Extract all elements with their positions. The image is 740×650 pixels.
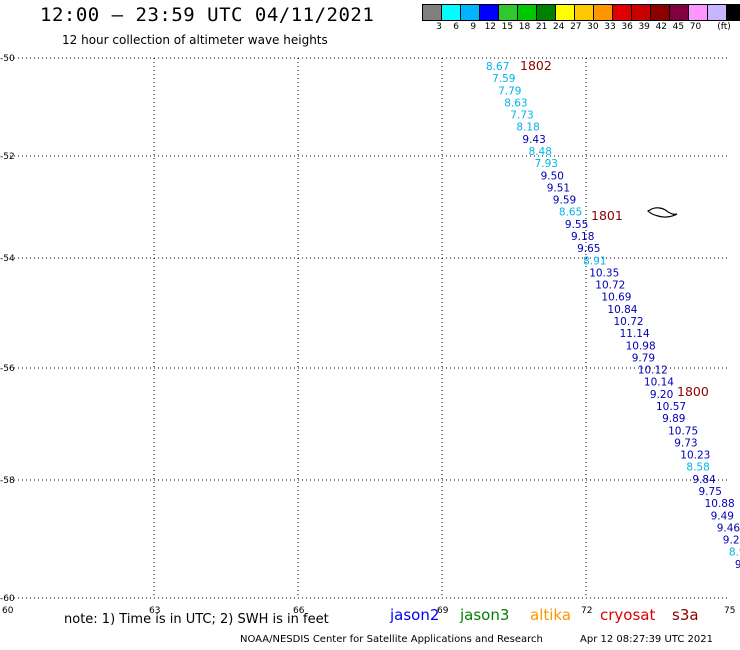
- wave-height-label: 10.23: [680, 450, 710, 462]
- wave-height-label: 10.72: [614, 316, 644, 328]
- generation-timestamp: Apr 12 08:27:39 UTC 2021: [580, 634, 713, 645]
- x-tick-label: 60: [2, 606, 14, 616]
- wave-height-label: 10.69: [601, 292, 631, 304]
- legend-label: 39: [638, 22, 650, 32]
- y-tick-label: -56: [0, 364, 15, 374]
- legend-label: 12: [484, 22, 497, 32]
- x-tick-label: 69: [437, 606, 449, 616]
- x-tick-label: 63: [149, 606, 160, 616]
- x-tick-label: 75: [724, 606, 735, 616]
- y-tick-label: -52: [0, 152, 15, 162]
- axis-ticks: -50 -52 -54 -56 -58 -60 60 63 66 69 72 75: [0, 54, 735, 616]
- legend-label: 18: [518, 22, 531, 32]
- wave-height-label: 9.43: [522, 134, 545, 146]
- wave-height-label: 8.91: [583, 255, 606, 267]
- satellite-name: jason3: [460, 606, 510, 624]
- legend-label: 3: [436, 22, 442, 32]
- island-coastline: [646, 207, 678, 218]
- footer: NOAA/NESDIS Center for Satellite Applica…: [240, 634, 713, 645]
- map-grid: [10, 57, 730, 599]
- wave-height-label: 10.35: [589, 267, 619, 279]
- wave-height-label: 8.18: [516, 122, 539, 134]
- wave-height-label: 9.73: [674, 437, 697, 449]
- pass-time-label: 1800: [677, 384, 709, 399]
- wave-height-label: 10.12: [638, 365, 668, 377]
- legend-label: 27: [570, 22, 582, 32]
- map-subtitle: 12 hour collection of altimeter wave hei…: [62, 33, 328, 47]
- altimeter-track: 8.677.597.798.637.738.189.438.487.939.50…: [486, 61, 740, 571]
- wave-height-label: 7.73: [510, 110, 533, 122]
- satellite-name: jason2: [390, 606, 440, 624]
- wave-height-label: 9.59: [553, 195, 576, 207]
- legend-label: 24: [552, 22, 565, 32]
- wave-height-label: 10.75: [668, 425, 698, 437]
- legend-label: 6: [453, 22, 459, 32]
- wave-height-label: 10.72: [595, 280, 625, 292]
- wave-height-label: 11.14: [620, 328, 650, 340]
- wave-height-label: 8.9: [729, 547, 740, 559]
- wave-height-label: 8.58: [686, 462, 709, 474]
- wave-height-label: 9.75: [699, 486, 722, 498]
- wave-height-label: 9.51: [547, 182, 570, 194]
- legend-label: 33: [604, 22, 616, 32]
- source-credit: NOAA/NESDIS Center for Satellite Applica…: [240, 634, 543, 645]
- y-tick-label: -60: [0, 594, 15, 604]
- wave-height-label: 9.50: [541, 170, 564, 182]
- wave-height-label: 9.46: [717, 522, 740, 534]
- wave-height-label: 9.55: [565, 219, 588, 231]
- wave-height-label: 10.14: [644, 377, 674, 389]
- wave-height-label: 10.84: [607, 304, 637, 316]
- wave-height-label: 9.89: [662, 413, 685, 425]
- map-title: 12:00 – 23:59 UTC 04/11/2021: [40, 4, 375, 26]
- satellite-name: s3a: [672, 606, 699, 624]
- legend-label: 15: [501, 22, 514, 32]
- x-tick-label: 66: [293, 606, 305, 616]
- legend-label: 21: [535, 22, 548, 32]
- wave-height-label: 8.65: [559, 207, 582, 219]
- wave-height-label: 7.93: [535, 158, 558, 170]
- wave-height-label: 10.57: [656, 401, 686, 413]
- wave-height-label: 9.84: [692, 474, 716, 486]
- color-legend-labels: 3 6 9 12 15 18 21 24 27 30 33 36 39 42 45 70 (ft): [422, 22, 740, 34]
- x-tick-label: 72: [581, 606, 592, 616]
- legend-swatch: [726, 4, 740, 21]
- wave-height-label: 9.: [735, 559, 740, 571]
- wave-height-label: 9.65: [577, 243, 600, 255]
- wave-height-label: 9.49: [711, 510, 734, 522]
- units-note: note: 1) Time is in UTC; 2) SWH is in fe…: [64, 612, 329, 627]
- wave-height-label: 7.59: [492, 73, 515, 85]
- wave-height-label: 10.88: [705, 498, 735, 510]
- wave-height-label: 8.67: [486, 61, 509, 73]
- wave-height-label: 8.63: [504, 97, 527, 109]
- y-tick-label: -58: [0, 476, 15, 486]
- pass-time-labels: 1802 1801 1800: [520, 58, 709, 399]
- legend-label: 45: [672, 22, 685, 32]
- wave-height-label: 7.79: [498, 85, 521, 97]
- y-tick-label: -50: [0, 54, 15, 64]
- satellite-name: cryosat: [600, 606, 656, 624]
- legend-label: 30: [587, 22, 599, 32]
- satellite-name: altika: [530, 606, 572, 624]
- pass-time-label: 1802: [520, 58, 552, 73]
- wave-height-label: 10.98: [626, 340, 656, 352]
- legend-label: (ft): [717, 22, 731, 32]
- wave-height-label: 9.20: [650, 389, 673, 401]
- wave-height-label: 9.28: [723, 535, 740, 547]
- legend-label: 9: [470, 22, 477, 32]
- legend-label: 70: [689, 22, 702, 32]
- pass-time-label: 1801: [591, 208, 623, 223]
- legend-label: 42: [655, 22, 668, 32]
- color-legend: [422, 4, 740, 21]
- y-tick-label: -54: [0, 254, 15, 264]
- wave-height-label: 8.48: [529, 146, 552, 158]
- legend-label: 36: [621, 22, 633, 32]
- wave-height-label: 9.79: [632, 352, 655, 364]
- wave-height-label: 9.18: [571, 231, 594, 243]
